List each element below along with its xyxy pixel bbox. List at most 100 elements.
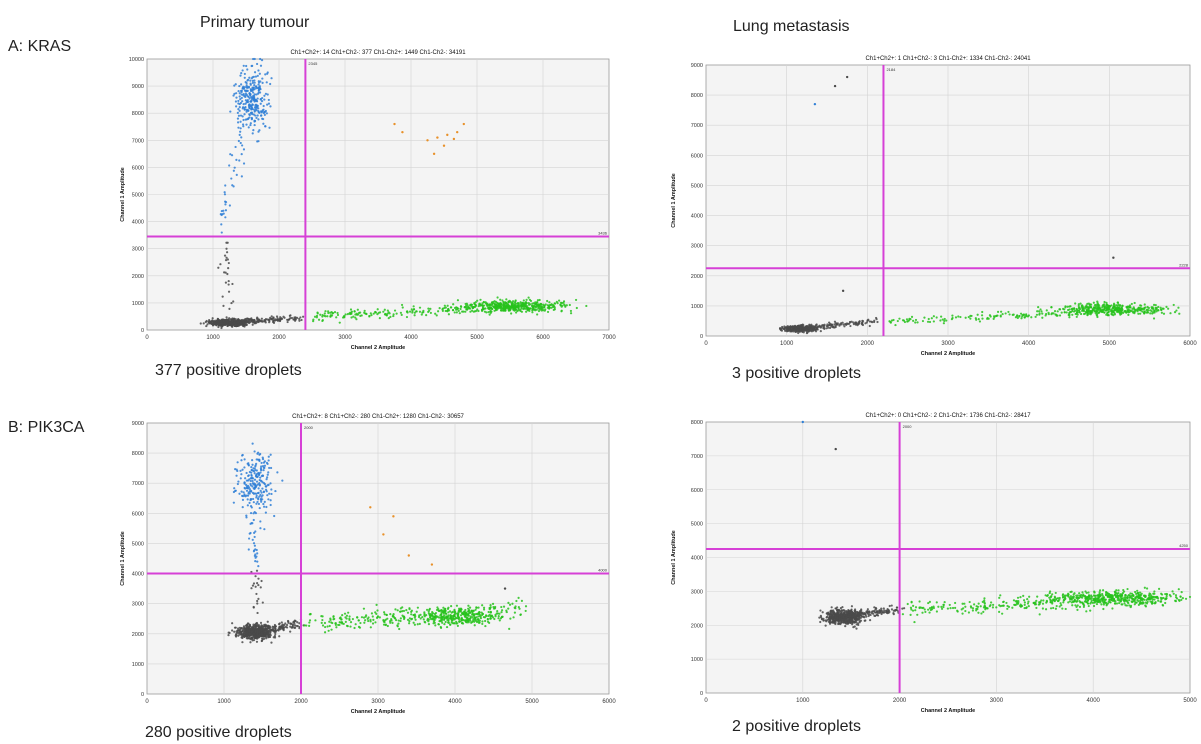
droplet-point <box>1117 306 1121 309</box>
y-tick-label: 4000 <box>132 220 144 226</box>
droplet-point <box>275 315 279 318</box>
droplet-point <box>509 309 512 312</box>
droplet-point <box>1095 309 1098 313</box>
droplet-point <box>834 324 837 327</box>
droplet-point <box>452 308 455 312</box>
droplet-point <box>828 621 832 624</box>
droplet-point <box>245 489 249 492</box>
y-tick-label: 1000 <box>691 304 703 310</box>
droplet-point <box>259 497 263 501</box>
droplet-point <box>1117 308 1120 311</box>
droplet-point <box>524 605 528 608</box>
droplet-point <box>261 109 264 112</box>
droplet-point <box>271 625 274 628</box>
droplet-point <box>464 620 467 623</box>
droplet-point <box>942 322 945 325</box>
droplet-point <box>255 502 258 505</box>
droplet-point <box>558 299 561 302</box>
y-tick-label: 7000 <box>691 454 703 460</box>
droplet-point <box>378 616 381 619</box>
droplet-point <box>250 476 254 479</box>
chart-title: Ch1+Ch2+: 1 Ch1+Ch2-: 3 Ch1-Ch2+: 1334 C… <box>865 56 1031 62</box>
droplet-point <box>439 614 442 617</box>
droplet-point <box>264 73 267 76</box>
droplet-point <box>1045 309 1048 312</box>
droplet-point <box>540 305 543 308</box>
x-axis-label: Channel 2 Amplitude <box>351 709 406 715</box>
droplet-point <box>482 606 486 609</box>
droplet-point <box>257 635 260 638</box>
droplet-point <box>1056 310 1059 313</box>
droplet-point <box>896 319 899 323</box>
droplet-point <box>954 601 957 605</box>
chart-title: Ch1+Ch2+: 8 Ch1+Ch2-: 280 Ch1-Ch2+: 1280… <box>292 414 464 420</box>
droplet-point <box>488 303 492 306</box>
droplet-point <box>215 319 219 322</box>
droplet-point <box>834 607 838 610</box>
droplet-point <box>290 316 294 320</box>
droplet-point <box>888 604 891 608</box>
droplet-point <box>469 310 472 313</box>
droplet-point <box>425 313 428 317</box>
droplet-point <box>1127 313 1130 316</box>
droplet-point <box>242 103 245 106</box>
droplet-point <box>446 621 450 624</box>
droplet-point <box>454 617 457 620</box>
droplet-point <box>211 323 215 326</box>
droplet-point <box>327 629 330 632</box>
droplet-point <box>832 609 835 612</box>
droplet-point <box>321 624 325 627</box>
droplet-point <box>539 302 543 306</box>
droplet-point <box>831 614 834 617</box>
droplet-point <box>336 313 340 317</box>
x-tick-label: 5000 <box>1183 698 1197 704</box>
droplet-point <box>254 585 257 588</box>
droplet-point <box>293 624 297 627</box>
droplet-point <box>288 314 291 318</box>
droplet-point <box>1078 311 1081 314</box>
droplet-point <box>921 611 924 614</box>
droplet-point <box>261 77 264 80</box>
droplet-point <box>845 75 849 79</box>
droplet-point <box>481 620 484 623</box>
droplet-point <box>857 322 860 326</box>
droplet-point <box>830 606 833 609</box>
droplet-point <box>1025 313 1028 316</box>
droplet-point <box>413 613 417 616</box>
droplet-point <box>861 323 865 327</box>
droplet-point <box>298 622 301 625</box>
droplet-point <box>249 88 253 91</box>
droplet-point <box>243 76 246 79</box>
droplet-point <box>569 312 573 315</box>
droplet-point <box>248 490 252 493</box>
droplet-point <box>265 624 268 627</box>
droplet-point <box>233 487 236 490</box>
droplet-point <box>408 622 411 625</box>
droplet-point <box>238 159 241 162</box>
droplet-point <box>1082 312 1086 316</box>
droplet-point <box>1097 303 1100 306</box>
droplet-point <box>254 104 257 107</box>
droplet-point <box>793 329 796 332</box>
droplet-point <box>937 605 940 608</box>
droplet-point <box>258 495 261 498</box>
droplet-point <box>235 633 238 636</box>
droplet-point <box>240 153 243 156</box>
droplet-point <box>237 321 240 324</box>
droplet-point <box>323 312 326 315</box>
y-tick-label: 8000 <box>691 420 703 426</box>
droplet-point <box>343 314 346 318</box>
droplet-point <box>1037 310 1041 313</box>
droplet-point <box>1093 306 1096 309</box>
droplet-point <box>262 469 265 472</box>
droplet-point <box>383 619 386 622</box>
droplet-point <box>245 483 248 487</box>
scatter-plot-kras-primary-svg: 0 1000 2000 3000 4000 5000 6000 700001000200030… <box>120 50 616 351</box>
droplet-point <box>308 624 311 627</box>
droplet-point <box>874 608 877 611</box>
droplet-point <box>462 612 465 616</box>
droplet-point <box>497 617 500 620</box>
droplet-point <box>1047 313 1050 316</box>
droplet-point <box>242 87 245 90</box>
droplet-point <box>252 605 255 609</box>
